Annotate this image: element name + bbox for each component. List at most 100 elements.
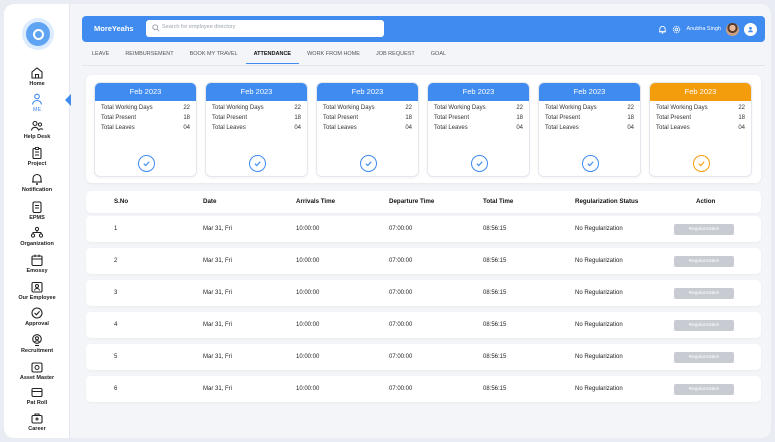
leaves-label: Total Leaves <box>212 125 246 131</box>
cell-date: Mar 31, Fri <box>203 258 233 264</box>
check-button[interactable] <box>693 155 710 172</box>
logo[interactable] <box>26 22 50 46</box>
attendance-summary-card[interactable]: Feb 2023 Total Working Days 22 Total Presen… <box>538 82 641 177</box>
present-label: Total Present <box>101 115 137 121</box>
leaves-value: 04 <box>516 125 523 131</box>
settings-icon[interactable] <box>672 25 681 34</box>
project-icon <box>32 147 42 160</box>
table-row: 4 Mar 31, Fri 10:00:00 07:00:00 08:56:15 No R… <box>86 312 761 338</box>
summary-cards-panel: Feb 2023 Total Working Days 22 Total Presen… <box>86 75 761 183</box>
table-row: 3 Mar 31, Fri 10:00:00 07:00:00 08:56:15 No R… <box>86 280 761 306</box>
tab-attendance[interactable]: ATTENDANCE <box>245 51 300 64</box>
sidebar-item-label: EPMS <box>29 215 45 221</box>
check-button[interactable] <box>249 155 266 172</box>
tab-job-request[interactable]: JOB REQUEST <box>375 51 415 57</box>
sidebar-item-epms[interactable]: EPMS <box>4 200 70 221</box>
id-card-icon <box>31 281 43 293</box>
sidebar-item-approval[interactable]: Approval <box>4 306 70 327</box>
regularization-button[interactable]: Regularization <box>674 352 734 363</box>
check-icon <box>254 161 261 167</box>
briefcase-icon <box>31 413 43 424</box>
cell-departure-time: 07:00:00 <box>389 354 413 360</box>
sidebar-item-label: Asset Master <box>19 375 55 381</box>
card-month: Feb 2023 <box>650 83 751 101</box>
sidebar-item-recruitment[interactable]: Recruitment <box>4 333 70 354</box>
present-row: Total Present 18 <box>428 115 529 121</box>
card-month: Feb 2023 <box>206 83 307 101</box>
cell-total-time: 08:56:15 <box>483 386 507 392</box>
active-indicator <box>65 94 71 106</box>
attendance-summary-card[interactable]: Feb 2023 Total Working Days 22 Total Presen… <box>94 82 197 177</box>
tab-goal[interactable]: GOAL <box>430 51 447 57</box>
table-header: S.No Date Arrivals Time Departure Time Total… <box>86 191 761 213</box>
user-name[interactable]: Anubha Singh <box>686 26 721 32</box>
working-days-row: Total Working Days 22 <box>317 105 418 111</box>
check-button[interactable] <box>582 155 599 172</box>
sidebar-item-asset-master[interactable]: Asset Master <box>4 360 70 381</box>
leaves-label: Total Leaves <box>434 125 468 131</box>
cell-date: Mar 31, Fri <box>203 386 233 392</box>
attendance-summary-card[interactable]: Feb 2023 Total Working Days 22 Total Presen… <box>649 82 752 177</box>
sidebar-item-notification[interactable]: Notification <box>4 172 70 193</box>
recruitment-icon <box>32 334 42 347</box>
sidebar-item-project[interactable]: Project <box>4 146 70 167</box>
cell-arrival-time: 10:00:00 <box>296 322 320 328</box>
sidebar-item-help-desk[interactable]: Help Desk <box>4 119 70 140</box>
present-value: 18 <box>405 115 412 121</box>
cell-regularization-status: No Regularization <box>575 354 623 360</box>
cell-sno: 2 <box>114 258 118 264</box>
check-button[interactable] <box>138 155 155 172</box>
sidebar-item-organization[interactable]: Organization <box>4 226 70 247</box>
sidebar-item-pat-roll[interactable]: Pat Roll <box>4 385 70 406</box>
working-days-value: 22 <box>627 105 634 111</box>
cell-sno: 6 <box>114 386 118 392</box>
sidebar: Home ME Help Desk Project Notification EPMS Or… <box>4 4 71 438</box>
leaves-row: Total Leaves 04 <box>428 125 529 131</box>
tab-reimbursement[interactable]: REIMBURSEMENT <box>125 51 174 57</box>
bell-icon[interactable] <box>658 25 667 34</box>
attendance-summary-card[interactable]: Feb 2023 Total Working Days 22 Total Presen… <box>205 82 308 177</box>
working-days-label: Total Working Days <box>101 105 153 111</box>
avatar[interactable] <box>726 22 739 36</box>
regularization-button[interactable]: Regularization <box>674 384 734 395</box>
sidebar-item-our-employee[interactable]: Our Employee <box>4 280 70 301</box>
search-placeholder: Search for employee directory <box>162 24 236 30</box>
tab-leave[interactable]: LEAVE <box>92 51 110 57</box>
cell-total-time: 08:56:15 <box>483 226 507 232</box>
tab-bar: LEAVE REIMBURSEMENT BOOK MY TRAVEL ATTENDAN… <box>92 51 454 64</box>
cell-regularization-status: No Regularization <box>575 322 623 328</box>
column-header-departure-time: Departure Time <box>389 198 435 205</box>
present-value: 18 <box>183 115 190 121</box>
regularization-button[interactable]: Regularization <box>674 224 734 235</box>
sidebar-item-me[interactable]: ME <box>4 92 70 113</box>
attendance-summary-card[interactable]: Feb 2023 Total Working Days 22 Total Presen… <box>427 82 530 177</box>
present-row: Total Present 18 <box>95 115 196 121</box>
profile-icon <box>748 26 753 32</box>
attendance-summary-card[interactable]: Feb 2023 Total Working Days 22 Total Presen… <box>316 82 419 177</box>
sidebar-item-career[interactable]: Career <box>4 411 70 432</box>
check-circle-icon <box>31 307 43 319</box>
tab-work-from-home[interactable]: WORK FROM HOME <box>307 51 360 57</box>
search-icon <box>152 24 160 32</box>
tab-book-my-travel[interactable]: BOOK MY TRAVEL <box>189 51 238 57</box>
column-header-action: Action <box>696 198 716 205</box>
sidebar-item-emossy[interactable]: Emossy <box>4 253 70 274</box>
card-month: Feb 2023 <box>428 83 529 101</box>
regularization-button[interactable]: Regularization <box>674 288 734 299</box>
check-button[interactable] <box>360 155 377 172</box>
check-icon <box>476 161 483 167</box>
regularization-button[interactable]: Regularization <box>674 256 734 267</box>
profile-menu-button[interactable] <box>744 22 757 36</box>
sidebar-item-label: Career <box>28 426 46 432</box>
check-button[interactable] <box>471 155 488 172</box>
regularization-button[interactable]: Regularization <box>674 320 734 331</box>
cell-date: Mar 31, Fri <box>203 290 233 296</box>
brand-name: MoreYeahs <box>94 24 134 33</box>
leaves-value: 04 <box>183 125 190 131</box>
search-input[interactable]: Search for employee directory <box>146 20 384 37</box>
help-desk-icon <box>30 120 44 131</box>
sidebar-item-home[interactable]: Home <box>4 66 70 87</box>
check-icon <box>698 161 705 167</box>
tab-divider <box>82 65 765 66</box>
working-days-row: Total Working Days 22 <box>539 105 640 111</box>
